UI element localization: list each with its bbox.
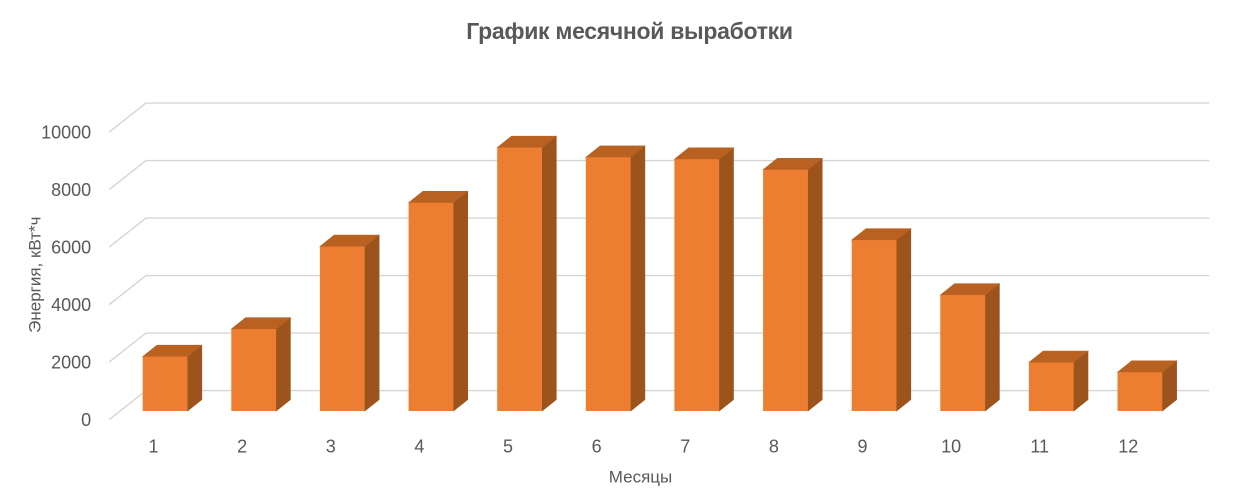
svg-text:7: 7 (680, 437, 690, 457)
svg-text:4: 4 (414, 437, 424, 457)
svg-text:Месяцы: Месяцы (609, 467, 672, 486)
svg-text:2: 2 (237, 437, 247, 457)
svg-text:3: 3 (326, 437, 336, 457)
svg-text:Энергия, кВт*ч: Энергия, кВт*ч (26, 217, 45, 333)
svg-text:6000: 6000 (51, 238, 91, 258)
svg-text:10: 10 (941, 437, 961, 457)
svg-text:9: 9 (857, 437, 867, 457)
svg-text:11: 11 (1030, 437, 1049, 457)
svg-text:2000: 2000 (51, 353, 91, 373)
svg-text:0: 0 (81, 410, 91, 430)
svg-text:4000: 4000 (51, 295, 91, 315)
svg-text:8: 8 (769, 437, 779, 457)
svg-text:График месячной выработки: График месячной выработки (466, 18, 792, 44)
svg-text:10000: 10000 (41, 123, 91, 143)
svg-text:5: 5 (503, 437, 513, 457)
svg-text:6: 6 (592, 437, 602, 457)
svg-text:8000: 8000 (51, 180, 91, 200)
svg-text:1: 1 (148, 437, 158, 457)
svg-text:12: 12 (1118, 437, 1138, 457)
